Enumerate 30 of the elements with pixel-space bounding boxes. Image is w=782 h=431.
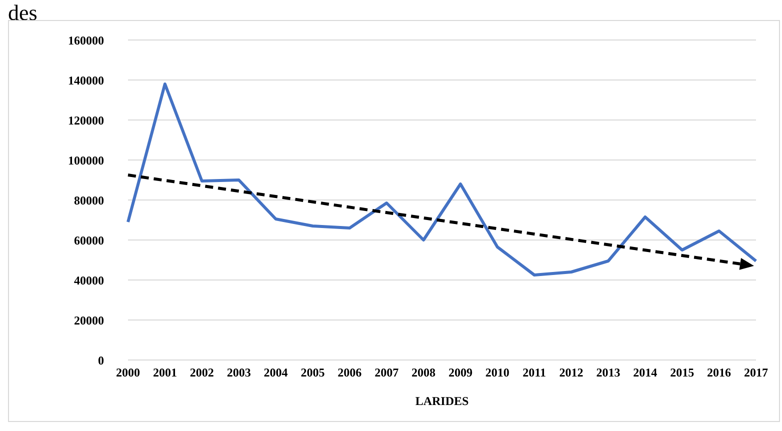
x-tick-label: 2011 bbox=[522, 366, 546, 380]
x-tick-label: 2005 bbox=[300, 366, 325, 380]
x-tick-label: 2002 bbox=[190, 366, 214, 380]
x-tick-label: 2016 bbox=[707, 366, 732, 380]
x-tick-label: 2003 bbox=[226, 366, 251, 380]
x-tick-label: 2015 bbox=[670, 366, 694, 380]
x-tick-label: 2007 bbox=[374, 366, 399, 380]
x-axis-title: LARIDES bbox=[415, 394, 469, 408]
x-tick-label: 2017 bbox=[744, 366, 768, 380]
x-tick-label: 2013 bbox=[596, 366, 620, 380]
line-series bbox=[126, 82, 758, 276]
y-tick-label: 40000 bbox=[74, 273, 104, 288]
x-tick-label: 2010 bbox=[485, 366, 510, 380]
y-tick-label: 140000 bbox=[68, 73, 104, 88]
chart-title: des bbox=[8, 0, 38, 26]
y-tick-label: 100000 bbox=[68, 153, 104, 168]
y-tick-label: 60000 bbox=[74, 233, 104, 248]
x-tick-label: 2009 bbox=[448, 366, 472, 380]
y-tick-label: 80000 bbox=[74, 193, 104, 208]
x-tick-label: 2012 bbox=[559, 366, 584, 380]
x-tick-label: 2000 bbox=[116, 366, 140, 380]
y-tick-label: 160000 bbox=[68, 33, 104, 48]
y-tick-label: 0 bbox=[98, 353, 104, 368]
x-tick-label: 2001 bbox=[152, 366, 177, 380]
x-tick-label: 2008 bbox=[412, 366, 436, 380]
y-tick-label: 20000 bbox=[74, 313, 104, 328]
x-tick-label: 2004 bbox=[264, 366, 288, 380]
x-tick-label: 2006 bbox=[338, 366, 362, 380]
x-tick-label: 2014 bbox=[633, 366, 658, 380]
y-tick-label: 120000 bbox=[68, 113, 104, 128]
